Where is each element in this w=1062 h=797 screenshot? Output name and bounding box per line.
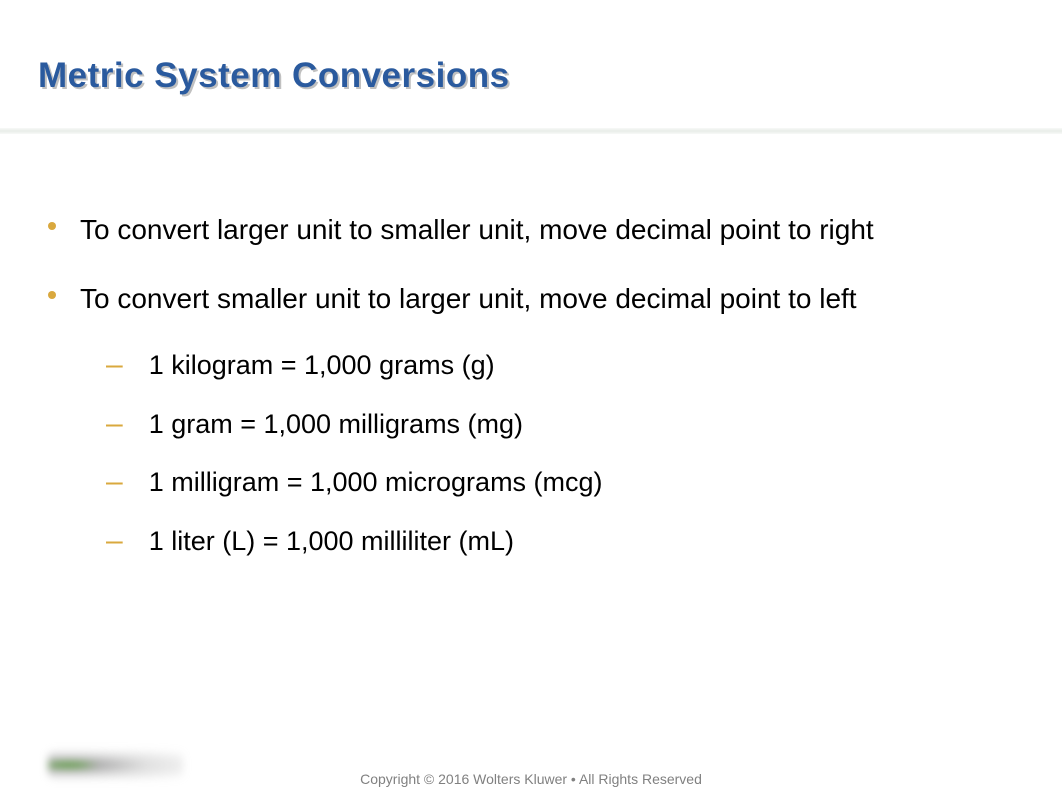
slide-content: To convert larger unit to smaller unit, … — [48, 210, 1032, 581]
bullet-dot-icon — [48, 291, 56, 299]
bullet-dot-icon — [48, 222, 56, 230]
title-divider — [0, 128, 1062, 134]
sub-text: 1 kilogram = 1,000 grams (g) — [149, 347, 495, 383]
sub-item: – 1 milligram = 1,000 micrograms (mcg) — [106, 464, 1032, 500]
sub-text: 1 gram = 1,000 milligrams (mg) — [149, 406, 523, 442]
sub-item: – 1 liter (L) = 1,000 milliliter (mL) — [106, 523, 1032, 559]
bullet-item: To convert larger unit to smaller unit, … — [48, 210, 1032, 251]
dash-icon: – — [106, 464, 123, 500]
sub-list: – 1 kilogram = 1,000 grams (g) – 1 gram … — [106, 347, 1032, 559]
dash-icon: – — [106, 406, 123, 442]
sub-item: – 1 gram = 1,000 milligrams (mg) — [106, 406, 1032, 442]
dash-icon: – — [106, 523, 123, 559]
slide-title: Metric System Conversions — [38, 56, 510, 96]
copyright-footer: Copyright © 2016 Wolters Kluwer • All Ri… — [0, 771, 1062, 787]
sub-item: – 1 kilogram = 1,000 grams (g) — [106, 347, 1032, 383]
bullet-text: To convert smaller unit to larger unit, … — [80, 279, 857, 320]
sub-text: 1 liter (L) = 1,000 milliliter (mL) — [149, 523, 514, 559]
bullet-text: To convert larger unit to smaller unit, … — [80, 210, 874, 251]
dash-icon: – — [106, 347, 123, 383]
sub-text: 1 milligram = 1,000 micrograms (mcg) — [149, 464, 603, 500]
bullet-item: To convert smaller unit to larger unit, … — [48, 279, 1032, 320]
